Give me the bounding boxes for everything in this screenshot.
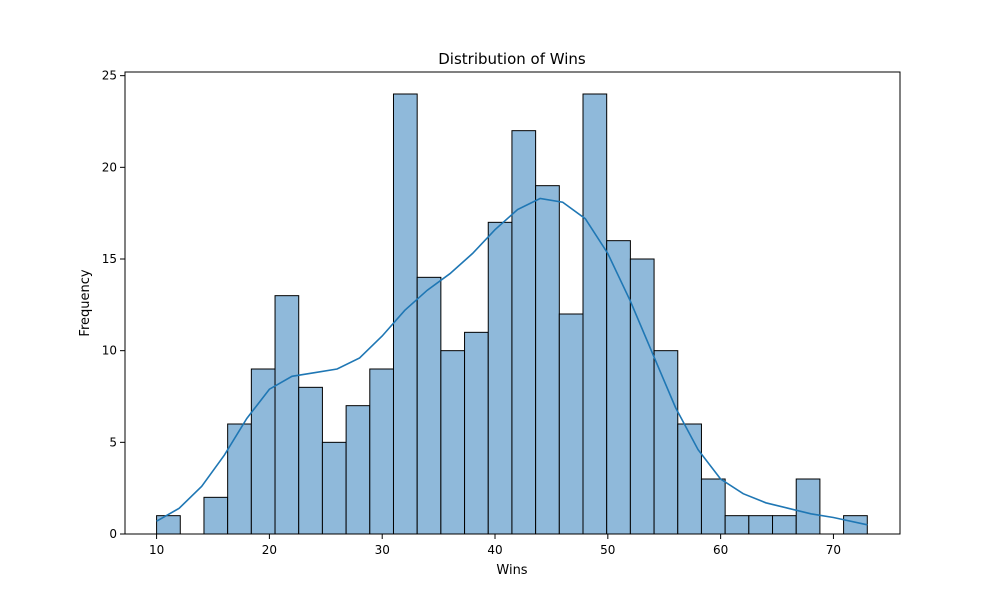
histogram-bar	[677, 423, 702, 535]
histogram-bar	[629, 258, 655, 535]
x-tick-label: 70	[826, 543, 841, 557]
y-tick-label: 25	[102, 69, 117, 83]
y-tick-label: 20	[102, 160, 117, 174]
histogram-bar	[416, 276, 442, 535]
histogram-bar	[227, 423, 252, 535]
x-tick-label: 60	[713, 543, 728, 557]
histogram-bar	[392, 93, 418, 535]
histogram-bar	[511, 130, 537, 535]
histogram-bar	[700, 478, 726, 535]
histogram-bar	[606, 240, 631, 535]
histogram-bar	[795, 478, 821, 535]
x-tick-label: 10	[149, 543, 164, 557]
y-tick-label: 10	[102, 344, 117, 358]
y-axis-label: Frequency	[78, 269, 93, 336]
histogram-bar	[558, 313, 584, 535]
bars-group	[156, 93, 868, 535]
histogram-bar	[487, 221, 513, 535]
histogram-bar	[274, 295, 300, 535]
histogram-bar	[582, 93, 608, 535]
kde-line	[156, 197, 868, 526]
y-axis-ticks: 0 5 10 15 20 25	[102, 69, 125, 541]
histogram-bar	[298, 386, 323, 535]
histogram-bar	[250, 368, 276, 535]
x-tick-label: 50	[600, 543, 615, 557]
histogram-bar	[653, 350, 679, 535]
histogram-bar	[535, 185, 560, 535]
chart-title: Distribution of Wins	[438, 50, 586, 68]
x-tick-label: 20	[262, 543, 277, 557]
x-tick-label: 40	[487, 543, 502, 557]
histogram-bar	[321, 441, 347, 535]
x-axis-ticks: 10 20 30 40 50 60 70	[149, 534, 841, 557]
histogram-bar	[464, 331, 489, 535]
histogram-bar	[440, 350, 466, 535]
histogram-bar	[369, 368, 394, 535]
histogram-bar	[345, 405, 371, 535]
histogram-bar	[772, 515, 797, 535]
histogram-bar	[748, 515, 774, 535]
y-tick-label: 15	[102, 252, 117, 266]
x-axis-label: Wins	[496, 563, 527, 578]
histogram-bar	[724, 515, 750, 535]
histogram-bar	[203, 496, 229, 535]
y-tick-label: 0	[109, 527, 117, 541]
y-tick-label: 5	[109, 435, 117, 449]
x-tick-label: 30	[375, 543, 390, 557]
plot-frame	[124, 71, 901, 535]
